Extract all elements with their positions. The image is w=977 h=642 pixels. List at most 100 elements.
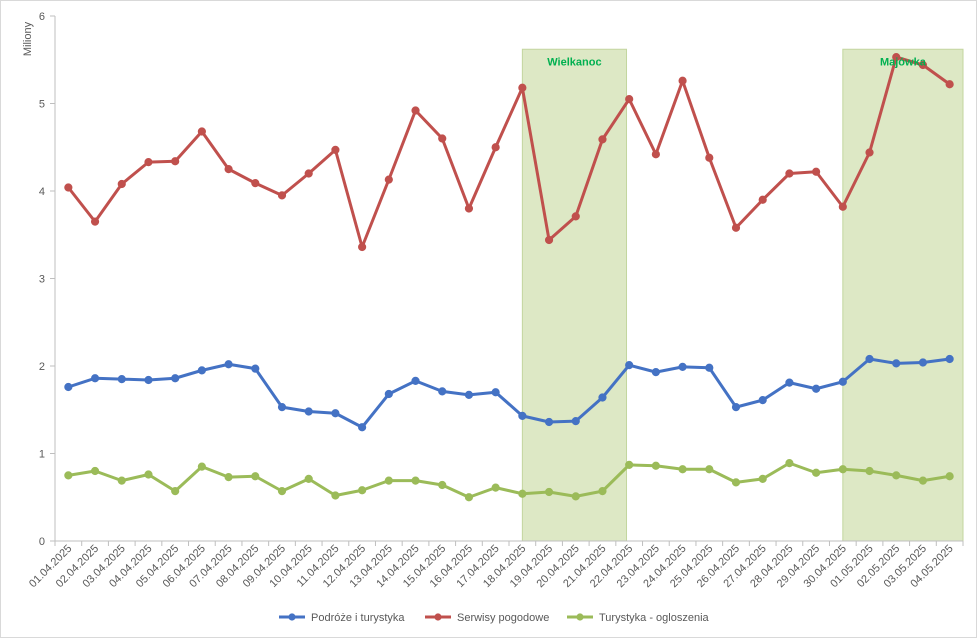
data-point <box>224 165 233 174</box>
data-point <box>358 486 367 495</box>
highlight-labels: Wielkanoc Majówka <box>547 56 926 68</box>
data-point <box>171 374 180 383</box>
data-point <box>491 483 500 492</box>
legend-entry-label: Podróże i turystyka <box>311 612 405 624</box>
data-point <box>464 390 474 399</box>
data-point <box>197 366 206 375</box>
data-point <box>625 460 634 469</box>
data-point <box>865 148 874 157</box>
data-point <box>518 411 527 420</box>
data-point <box>785 378 794 387</box>
series-line-1 <box>67 357 950 429</box>
data-point <box>651 150 660 159</box>
data-point <box>331 145 340 154</box>
data-point <box>544 235 554 245</box>
data-point <box>117 476 126 485</box>
data-point <box>838 377 847 386</box>
data-point <box>438 134 447 143</box>
y-tick-label: 2 <box>39 361 45 373</box>
data-point <box>918 60 928 70</box>
data-point <box>785 459 794 468</box>
data-point <box>651 461 660 470</box>
data-point <box>571 492 580 501</box>
y-tick-label: 5 <box>39 99 45 111</box>
data-point <box>277 487 287 496</box>
data-point <box>571 417 580 426</box>
y-tick-label: 3 <box>39 274 45 286</box>
data-point <box>251 364 260 373</box>
data-point <box>464 493 474 502</box>
highlight-bands <box>521 48 964 542</box>
y-tick-label: 6 <box>39 11 45 23</box>
data-point <box>304 407 313 416</box>
data-point <box>812 468 821 477</box>
data-point <box>625 95 634 104</box>
data-point <box>491 143 500 152</box>
data-point <box>331 491 340 500</box>
data-point <box>892 471 901 480</box>
data-point <box>731 403 741 412</box>
data-point <box>705 363 714 372</box>
legend: Podróże i turystyka Serwisy pogodowe Turys… <box>279 612 710 624</box>
data-point <box>598 393 607 402</box>
data-point <box>758 396 767 405</box>
data-point <box>411 106 420 115</box>
legend-swatch-marker <box>288 613 296 621</box>
data-point <box>892 359 901 368</box>
legend-swatch-marker <box>576 613 584 621</box>
data-point <box>197 462 206 471</box>
legend-swatch-marker <box>434 613 442 621</box>
data-point <box>64 183 73 192</box>
data-point <box>571 212 580 221</box>
data-point <box>90 217 100 226</box>
data-point <box>304 474 313 483</box>
data-point <box>411 376 420 385</box>
data-point <box>678 76 687 85</box>
data-point <box>331 409 340 418</box>
data-point <box>678 362 687 371</box>
highlight-label-0: Wielkanoc <box>547 56 601 68</box>
data-point <box>731 223 741 232</box>
data-point <box>865 354 874 364</box>
y-tick-label: 0 <box>39 536 45 548</box>
data-point <box>945 472 954 481</box>
data-point <box>384 175 393 184</box>
data-point <box>918 476 928 485</box>
data-point <box>64 471 73 480</box>
data-point <box>358 242 367 252</box>
data-point <box>171 157 180 166</box>
data-point <box>224 473 233 482</box>
data-point <box>598 135 607 144</box>
data-point <box>625 361 634 370</box>
data-point <box>945 354 954 364</box>
data-point <box>197 127 206 136</box>
data-point <box>838 202 847 211</box>
highlight-band-0 <box>521 48 628 542</box>
data-point <box>651 368 660 377</box>
data-point <box>838 465 847 474</box>
series-lines <box>64 53 954 502</box>
data-point <box>438 387 447 396</box>
data-point <box>171 487 180 496</box>
data-point <box>865 466 874 476</box>
data-point <box>758 195 767 204</box>
data-point <box>144 158 153 167</box>
y-tick-label: 1 <box>39 449 45 461</box>
data-point <box>144 470 153 479</box>
data-point <box>678 465 687 474</box>
data-point <box>117 375 126 384</box>
data-point <box>918 358 928 367</box>
data-point <box>705 153 714 162</box>
data-point <box>812 167 821 176</box>
data-point <box>90 466 100 476</box>
data-point <box>144 375 153 385</box>
data-point <box>251 472 260 481</box>
series-line-3 <box>68 461 950 499</box>
legend-entry-label: Serwisy pogodowe <box>457 612 549 624</box>
data-point <box>384 476 393 485</box>
data-point <box>491 388 500 397</box>
data-point <box>251 179 260 188</box>
data-point <box>731 478 741 487</box>
